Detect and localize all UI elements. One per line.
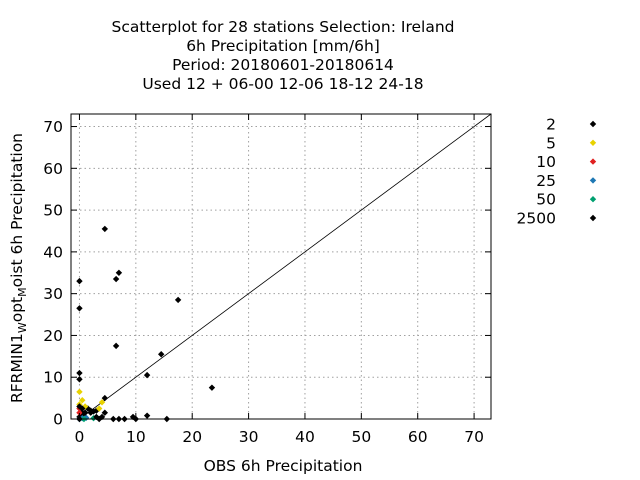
title-line-1: Scatterplot for 28 stations Selection: I… (112, 18, 455, 36)
diagonal-line (79, 113, 492, 420)
data-point-series-2500 (101, 225, 109, 233)
data-point-series-2500 (76, 277, 83, 285)
x-tick-label: 40 (295, 428, 315, 446)
y-axis-label-sub2: M (16, 287, 29, 297)
data-point-series-5 (79, 396, 86, 404)
y-axis-label-sub1: W (16, 322, 29, 333)
x-axis-label: OBS 6h Precipitation (204, 457, 363, 475)
y-tick-label: 0 (53, 411, 63, 429)
y-axis-label: RFRMIN1WoptMoist 6h Precipitation (8, 133, 29, 403)
y-tick-label: 30 (43, 285, 63, 303)
legend-marker (589, 158, 597, 165)
data-point-series-2500 (76, 305, 83, 312)
data-point-series-2500 (208, 384, 216, 391)
data-point-series-2500 (76, 369, 83, 377)
legend-marker (589, 139, 597, 146)
y-tick-label: 50 (43, 202, 63, 220)
data-point-series-2500 (115, 269, 123, 276)
y-tick-label: 20 (43, 327, 63, 345)
x-tick-label: 50 (351, 428, 371, 446)
y-tick-label: 60 (43, 160, 63, 178)
data-point-series-2500 (112, 275, 120, 283)
one-to-one-line (79, 113, 492, 420)
grid (71, 114, 491, 419)
data-point-series-2500 (81, 409, 89, 416)
y-axis-label-mid: opt (8, 297, 26, 322)
data-point-series-2500 (90, 408, 97, 415)
legend-marker (589, 196, 597, 203)
legend-label: 10 (536, 153, 556, 171)
data-point-series-2500 (101, 409, 109, 416)
x-tick-label: 30 (239, 428, 259, 446)
y-tick-label: 70 (43, 118, 63, 136)
legend-label: 2500 (517, 210, 556, 228)
data-point-series-2500 (101, 394, 109, 402)
plot-border (70, 113, 492, 420)
legend-marker (589, 214, 597, 222)
legend-label: 25 (536, 172, 556, 190)
data-point-series-2500 (143, 371, 151, 379)
data-point-series-2500 (174, 296, 182, 304)
data-point-series-2500 (143, 412, 151, 419)
x-tick-label: 0 (75, 428, 85, 446)
legend-marker (589, 177, 597, 184)
legend-label: 2 (546, 116, 556, 134)
legend-label: 50 (536, 191, 556, 209)
y-tick-label: 40 (43, 243, 63, 261)
data-point-series-5 (95, 405, 103, 412)
y-axis-label-main: RFRMIN1 (8, 333, 26, 403)
x-tick-label: 70 (464, 428, 484, 446)
legend-marker (589, 120, 597, 128)
title-line-4: Used 12 + 06-00 12-06 18-12 24-18 (142, 75, 423, 93)
data-point-series-2500 (79, 405, 86, 412)
data-point-series-2500 (158, 351, 165, 358)
title-line-2: 6h Precipitation [mm/6h] (186, 37, 380, 55)
x-tick-label: 10 (126, 428, 146, 446)
data-point-series-10 (76, 409, 83, 416)
axis-ticks: 0 10 20 30 40 50 60 70 0 10 20 30 40 50 60 70 (43, 114, 491, 446)
data-point-series-5 (98, 399, 106, 406)
chart-title: Scatterplot for 28 stations Selection: I… (112, 18, 455, 93)
x-tick-label: 60 (408, 428, 428, 446)
title-line-3: Period: 20180601-20180614 (172, 56, 394, 74)
data-points (76, 225, 216, 423)
y-tick-label: 10 (43, 369, 63, 387)
data-point-series-2500 (76, 376, 83, 383)
y-axis-label-end: oist 6h Precipitation (8, 133, 26, 287)
data-point-series-2500 (112, 342, 120, 350)
x-tick-label: 20 (182, 428, 202, 446)
legend-label: 5 (546, 134, 556, 152)
data-point-series-5 (76, 388, 83, 396)
